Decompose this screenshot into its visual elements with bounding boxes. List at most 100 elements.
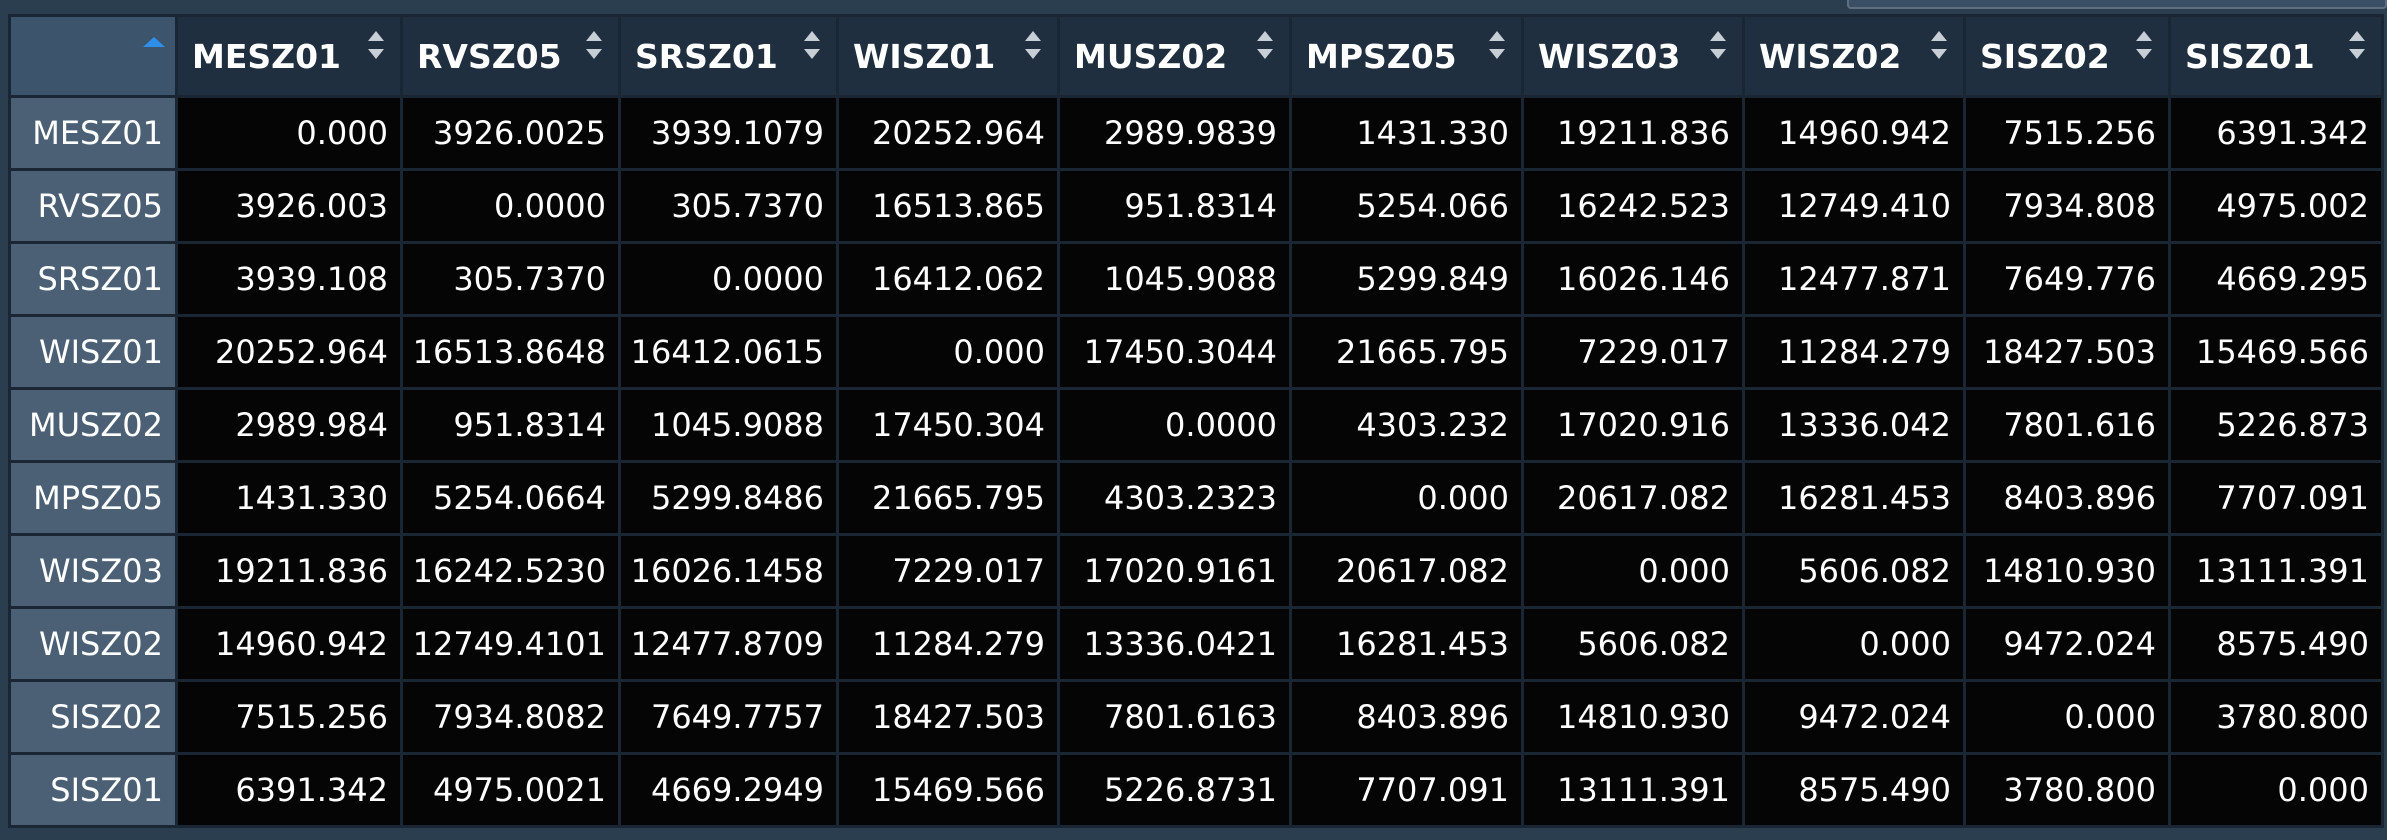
table-cell[interactable]: 16513.8648 [403, 317, 618, 387]
sort-toggle-icon[interactable] [584, 29, 604, 63]
table-cell[interactable]: 13336.0421 [1060, 609, 1289, 679]
table-cell[interactable]: 305.7370 [403, 244, 618, 314]
table-cell[interactable]: 16242.523 [1524, 171, 1742, 241]
table-cell[interactable]: 20617.082 [1524, 463, 1742, 533]
table-cell[interactable]: 17020.916 [1524, 390, 1742, 460]
table-cell[interactable]: 7229.017 [1524, 317, 1742, 387]
table-cell[interactable]: 4303.232 [1292, 390, 1521, 460]
table-cell[interactable]: 5254.066 [1292, 171, 1521, 241]
table-cell[interactable]: 12749.4101 [403, 609, 618, 679]
table-cell[interactable]: 15469.566 [2171, 317, 2381, 387]
column-header[interactable]: MESZ01 [178, 17, 400, 95]
table-cell[interactable]: 4975.0021 [403, 755, 618, 825]
table-cell[interactable]: 16412.0615 [621, 317, 836, 387]
sort-toggle-icon[interactable] [2134, 29, 2154, 63]
table-cell[interactable]: 13111.391 [1524, 755, 1742, 825]
table-cell[interactable]: 4669.2949 [621, 755, 836, 825]
table-cell[interactable]: 8575.490 [2171, 609, 2381, 679]
column-header[interactable]: RVSZ05 [403, 17, 618, 95]
table-cell[interactable]: 0.000 [1524, 536, 1742, 606]
table-cell[interactable]: 6391.342 [2171, 98, 2381, 168]
table-cell[interactable]: 2989.9839 [1060, 98, 1289, 168]
table-cell[interactable]: 8403.896 [1292, 682, 1521, 752]
sort-toggle-icon[interactable] [1255, 29, 1275, 63]
table-cell[interactable]: 1431.330 [1292, 98, 1521, 168]
table-cell[interactable]: 17450.304 [839, 390, 1057, 460]
table-cell[interactable]: 7649.7757 [621, 682, 836, 752]
table-cell[interactable]: 1431.330 [178, 463, 400, 533]
table-cell[interactable]: 16281.453 [1745, 463, 1963, 533]
table-cell[interactable]: 5226.8731 [1060, 755, 1289, 825]
column-header[interactable]: MPSZ05 [1292, 17, 1521, 95]
table-cell[interactable]: 7515.256 [1966, 98, 2168, 168]
table-cell[interactable]: 1045.9088 [1060, 244, 1289, 314]
sort-toggle-icon[interactable] [1929, 29, 1949, 63]
table-cell[interactable]: 7934.808 [1966, 171, 2168, 241]
column-header[interactable]: WISZ03 [1524, 17, 1742, 95]
table-cell[interactable]: 13336.042 [1745, 390, 1963, 460]
table-cell[interactable]: 5299.8486 [621, 463, 836, 533]
sort-toggle-icon[interactable] [1023, 29, 1043, 63]
table-cell[interactable]: 5606.082 [1745, 536, 1963, 606]
table-cell[interactable]: 12477.871 [1745, 244, 1963, 314]
table-cell[interactable]: 14960.942 [1745, 98, 1963, 168]
table-cell[interactable]: 1045.9088 [621, 390, 836, 460]
table-cell[interactable]: 951.8314 [403, 390, 618, 460]
table-cell[interactable]: 15469.566 [839, 755, 1057, 825]
table-cell[interactable]: 5254.0664 [403, 463, 618, 533]
table-cell[interactable]: 0.000 [178, 98, 400, 168]
table-cell[interactable]: 19211.836 [1524, 98, 1742, 168]
table-cell[interactable]: 8403.896 [1966, 463, 2168, 533]
table-cell[interactable]: 16513.865 [839, 171, 1057, 241]
horizontal-scrollbar[interactable] [1847, 0, 2387, 9]
table-cell[interactable]: 3926.003 [178, 171, 400, 241]
table-cell[interactable]: 3926.0025 [403, 98, 618, 168]
table-cell[interactable]: 7934.8082 [403, 682, 618, 752]
table-cell[interactable]: 0.000 [1966, 682, 2168, 752]
table-cell[interactable]: 20252.964 [839, 98, 1057, 168]
table-cell[interactable]: 3780.800 [2171, 682, 2381, 752]
table-cell[interactable]: 7801.6163 [1060, 682, 1289, 752]
table-cell[interactable]: 12477.8709 [621, 609, 836, 679]
table-cell[interactable]: 11284.279 [1745, 317, 1963, 387]
table-cell[interactable]: 21665.795 [839, 463, 1057, 533]
table-cell[interactable]: 19211.836 [178, 536, 400, 606]
table-cell[interactable]: 0.000 [1292, 463, 1521, 533]
table-cell[interactable]: 0.0000 [403, 171, 618, 241]
table-cell[interactable]: 951.8314 [1060, 171, 1289, 241]
table-cell[interactable]: 8575.490 [1745, 755, 1963, 825]
table-cell[interactable]: 14810.930 [1966, 536, 2168, 606]
table-cell[interactable]: 9472.024 [1966, 609, 2168, 679]
table-cell[interactable]: 14960.942 [178, 609, 400, 679]
table-cell[interactable]: 16412.062 [839, 244, 1057, 314]
table-cell[interactable]: 16242.5230 [403, 536, 618, 606]
table-cell[interactable]: 11284.279 [839, 609, 1057, 679]
sort-toggle-icon[interactable] [802, 29, 822, 63]
table-cell[interactable]: 7707.091 [1292, 755, 1521, 825]
table-cell[interactable]: 3939.1079 [621, 98, 836, 168]
table-cell[interactable]: 305.7370 [621, 171, 836, 241]
table-cell[interactable]: 4303.2323 [1060, 463, 1289, 533]
table-cell[interactable]: 7229.017 [839, 536, 1057, 606]
table-cell[interactable]: 16026.146 [1524, 244, 1742, 314]
table-cell[interactable]: 20617.082 [1292, 536, 1521, 606]
table-cell[interactable]: 4975.002 [2171, 171, 2381, 241]
table-cell[interactable]: 3780.800 [1966, 755, 2168, 825]
column-header[interactable]: WISZ02 [1745, 17, 1963, 95]
table-cell[interactable]: 17020.9161 [1060, 536, 1289, 606]
table-cell[interactable]: 2989.984 [178, 390, 400, 460]
table-cell[interactable]: 7515.256 [178, 682, 400, 752]
table-cell[interactable]: 4669.295 [2171, 244, 2381, 314]
sort-toggle-icon[interactable] [1708, 29, 1728, 63]
table-cell[interactable]: 17450.3044 [1060, 317, 1289, 387]
column-header[interactable]: WISZ01 [839, 17, 1057, 95]
table-cell[interactable]: 20252.964 [178, 317, 400, 387]
table-cell[interactable]: 18427.503 [1966, 317, 2168, 387]
table-cell[interactable]: 12749.410 [1745, 171, 1963, 241]
table-cell[interactable]: 5606.082 [1524, 609, 1742, 679]
sort-toggle-icon[interactable] [1487, 29, 1507, 63]
table-cell[interactable]: 14810.930 [1524, 682, 1742, 752]
table-cell[interactable]: 16026.1458 [621, 536, 836, 606]
table-cell[interactable]: 5226.873 [2171, 390, 2381, 460]
table-cell[interactable]: 16281.453 [1292, 609, 1521, 679]
